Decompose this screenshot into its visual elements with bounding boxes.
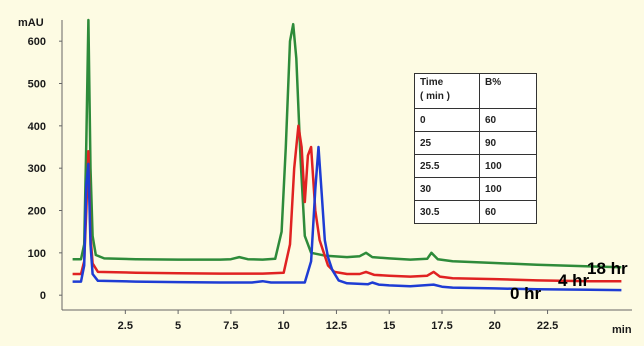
x-tick-label: 12.5 [326, 320, 347, 332]
gradient-table-header: Time ( min ) B% [414, 73, 537, 109]
gradient-time-cell: 0 [414, 108, 480, 132]
gradient-table: Time ( min ) B% 0 60 25 90 25.5 100 30 100 3… [414, 73, 537, 224]
chromatogram-traces [72, 18, 622, 292]
x-tick-label: 17.5 [431, 320, 452, 332]
series-label-4hr: 4 hr [558, 271, 590, 290]
x-axis-ticks: 2.5 5 7.5 10 12.5 15 17.5 20 22.5 [118, 310, 558, 332]
gradient-b-cell: 90 [479, 131, 537, 155]
y-axis-ticks: 0 100 200 300 400 500 600 [28, 36, 62, 302]
y-tick-label: 0 [40, 290, 46, 302]
x-tick-label: 20 [489, 320, 501, 332]
gradient-time-cell: 30.5 [414, 200, 480, 224]
gradient-b-cell: 100 [479, 154, 537, 178]
gradient-row: 30.5 60 [414, 200, 537, 224]
series-label-0hr: 0 hr [510, 284, 542, 303]
gradient-header-b: B% [479, 73, 537, 109]
gradient-time-cell: 25 [414, 131, 480, 155]
x-tick-label: 22.5 [537, 320, 558, 332]
y-tick-label: 100 [28, 248, 46, 260]
y-tick-label: 600 [28, 36, 46, 48]
gradient-row: 25 90 [414, 131, 537, 155]
x-tick-label: 2.5 [118, 320, 133, 332]
gradient-header-time: Time ( min ) [414, 73, 480, 109]
y-tick-label: 200 [28, 206, 46, 218]
gradient-row: 0 60 [414, 108, 537, 132]
gradient-row: 25.5 100 [414, 154, 537, 178]
trace-18hr [72, 18, 622, 269]
gradient-time-cell: 30 [414, 177, 480, 201]
y-tick-label: 500 [28, 79, 46, 91]
y-axis-label: mAU [18, 17, 44, 29]
x-tick-label: 7.5 [223, 320, 238, 332]
y-tick-label: 300 [28, 163, 46, 175]
gradient-row: 30 100 [414, 177, 537, 201]
x-tick-label: 10 [278, 320, 290, 332]
trace-0hr [72, 145, 622, 292]
x-axis-label: min [612, 324, 632, 336]
gradient-time-cell: 25.5 [414, 154, 480, 178]
x-tick-label: 15 [383, 320, 395, 332]
y-tick-label: 400 [28, 121, 46, 133]
gradient-b-cell: 100 [479, 177, 537, 201]
x-tick-label: 5 [175, 320, 181, 332]
trace-4hr [72, 124, 622, 283]
series-label-18hr: 18 hr [587, 259, 628, 278]
gradient-b-cell: 60 [479, 108, 537, 132]
gradient-b-cell: 60 [479, 200, 537, 224]
